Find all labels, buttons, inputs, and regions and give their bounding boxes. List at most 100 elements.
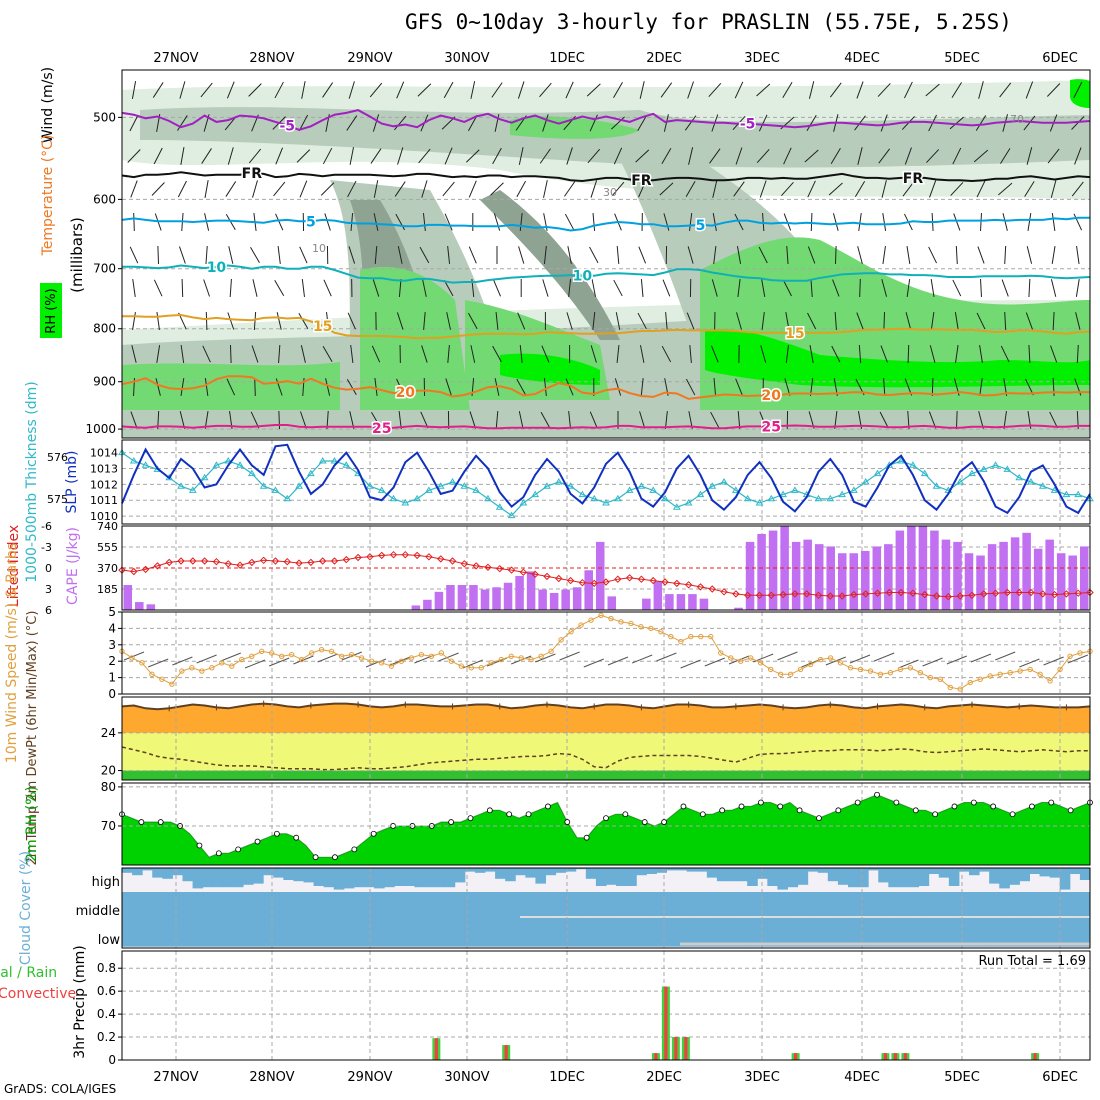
cloud-middle-bar (656, 892, 667, 921)
cloud-high-bar (192, 868, 204, 889)
date-label-top: 5DEC (944, 51, 980, 66)
cloud-low-bar (464, 921, 476, 947)
cloud-middle-bar (969, 892, 980, 921)
wind-barb-icon (737, 410, 741, 430)
lifted-index-point (861, 590, 870, 598)
wind-barb-icon (396, 81, 405, 99)
wind-barb-icon (396, 312, 404, 330)
cloud-low-bar (948, 921, 960, 947)
wind-barb-icon (252, 279, 258, 297)
wind-barb-icon (443, 81, 454, 99)
cloud-high-bar (1029, 868, 1041, 874)
cloud-high-bar (364, 868, 375, 888)
wind-speed-point (628, 620, 634, 627)
cloud-high-bar (797, 868, 809, 885)
cloud-high-bar (979, 868, 990, 872)
wind-barb-icon (710, 411, 720, 429)
lifted-index-point (909, 589, 917, 597)
wind-barb-icon (898, 659, 919, 669)
lifted-index-point (543, 572, 551, 581)
wind-barb-icon (397, 147, 404, 165)
wind-barb-icon (616, 344, 620, 364)
wind-barb-icon (541, 345, 550, 363)
wind-barb-icon (205, 311, 208, 331)
isotherm-6 (121, 424, 1090, 430)
cloud-high-bar (323, 868, 335, 888)
wind-speed-point (239, 656, 245, 663)
cloud-low-bar (908, 921, 920, 947)
rh2m-point (1009, 811, 1016, 818)
cloud-high-bar (263, 868, 274, 876)
wind-barb-icon (421, 345, 428, 363)
rh2m-point (1067, 807, 1074, 814)
wind-axis-label: Wind (m/s) (40, 67, 56, 143)
cloud-high-bar (787, 868, 799, 888)
wind-speed-point (448, 658, 455, 664)
wind-barb-icon (568, 278, 572, 298)
rh-contour-label: 10 (312, 242, 326, 255)
cloud-low-bar (394, 921, 405, 947)
wind-barb-icon (1074, 147, 1082, 165)
cloud-middle-bar (606, 892, 617, 921)
rh2m-point (1029, 803, 1035, 810)
cloud-middle-bar (1029, 892, 1041, 921)
rh-shading (480, 190, 620, 340)
cloud-high-bar (353, 868, 365, 888)
cape-bar (987, 544, 997, 610)
cloud-high-bar (807, 868, 819, 872)
cloud-low-bar (928, 921, 940, 947)
thickness-point (566, 482, 575, 489)
cloud-middle-bar (555, 892, 567, 921)
wind-speed-point (1007, 669, 1013, 676)
wind-barb-icon (374, 245, 378, 265)
cloud-middle-bar (495, 892, 506, 921)
pressure-tick-label: 700 (93, 262, 116, 276)
thickness-point (283, 494, 292, 502)
cloud-high-bar (757, 868, 768, 879)
wind-speed-point (229, 663, 235, 669)
wind-speed-point (588, 617, 594, 623)
wind-barb-icon (372, 114, 380, 132)
wind-speed-point (797, 666, 804, 673)
wind-barb-icon (783, 147, 792, 165)
wind-barb-icon (129, 114, 139, 132)
rh2m-point (235, 846, 242, 853)
thickness-point (200, 473, 209, 481)
thickness-point (460, 482, 469, 489)
wind-barb-icon (955, 345, 959, 363)
lifted-index-point (661, 578, 669, 586)
wind-barb-icon (299, 246, 308, 264)
temp-area (122, 703, 1090, 733)
lifted-index-point (342, 555, 351, 564)
cloud-middle-bar (434, 892, 446, 921)
cloud-low-bar (263, 921, 274, 947)
wind-barb-icon (882, 213, 887, 231)
wind-barb-icon (998, 182, 1013, 196)
lifted-index-point (555, 574, 563, 583)
wind-barb-icon (806, 115, 817, 131)
rh2m-point (603, 815, 609, 822)
lifted-index-point (472, 562, 480, 570)
lifted-index-point (637, 575, 646, 583)
cloud-high-bar (868, 868, 879, 871)
wind-barb-icon (1047, 148, 1060, 164)
cloud-low-bar (152, 921, 163, 947)
cloud-high-bar (575, 868, 587, 870)
cloud-middle-bar (172, 892, 183, 921)
cloud-low-bar (958, 921, 970, 947)
wind-speed-point (648, 625, 654, 632)
cloud-low-bar (232, 921, 244, 947)
pressure-axis-label: (millibars) (68, 217, 86, 293)
precip-convective-bar (883, 1053, 888, 1060)
cape-bar (837, 553, 847, 610)
wind-barb-icon (1001, 279, 1009, 297)
wind-barb-icon (341, 651, 362, 661)
cape-bar (665, 594, 674, 610)
precip-convective-bar (794, 1053, 798, 1060)
wind-barb-icon (1050, 345, 1058, 363)
wind-barb-icon (1052, 311, 1055, 331)
wind-speed-point (548, 648, 554, 655)
cloud-middle-bar (333, 892, 345, 921)
cloud-low-bar (1039, 921, 1051, 947)
rh2m-tick-label: 80 (101, 780, 116, 794)
